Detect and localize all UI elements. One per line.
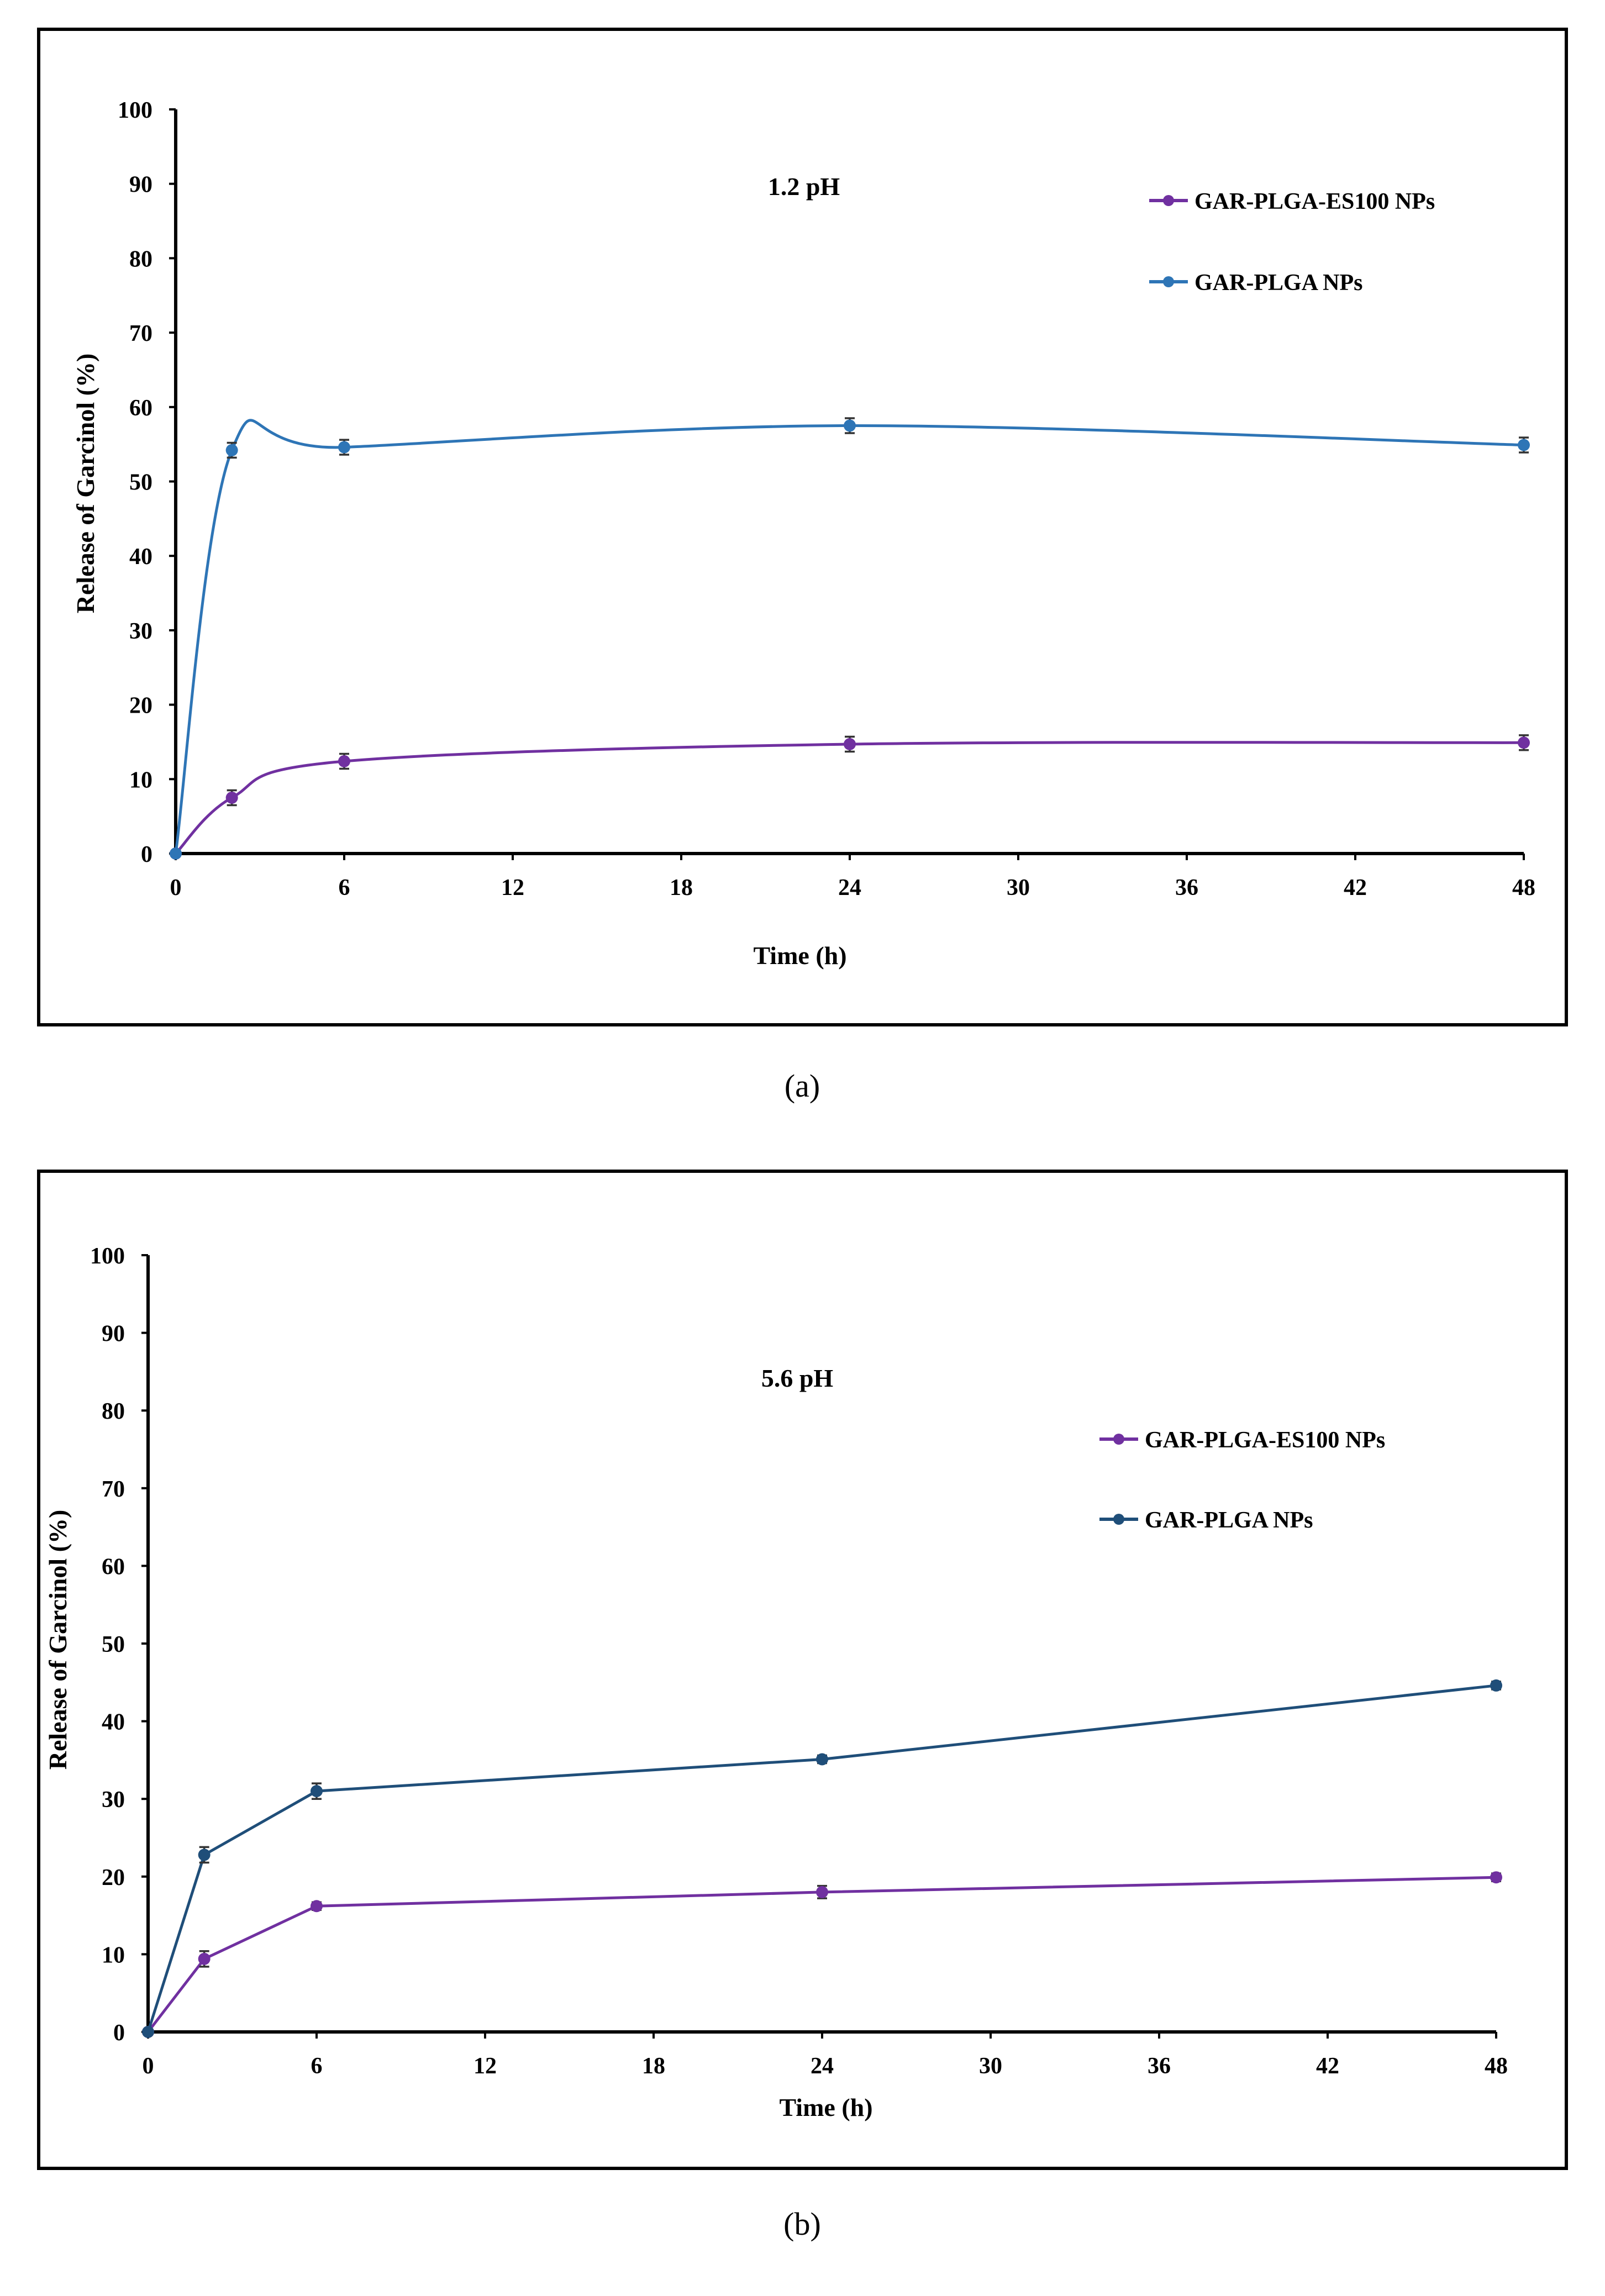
legend-marker-plga-a	[1163, 276, 1174, 287]
data-point-es100	[225, 791, 238, 804]
chart-frame-b	[37, 1170, 1568, 2170]
data-point-es100	[816, 1886, 828, 1898]
data-point-plga	[142, 2026, 154, 2038]
data-point-plga	[1518, 439, 1530, 451]
x-tick-label: 30	[979, 2053, 1002, 2079]
legend-b: GAR-PLGA-ES100 NPs GAR-PLGA NPs	[1099, 1428, 1385, 1533]
y-tick-label: 80	[102, 1399, 125, 1424]
data-point-plga	[225, 444, 238, 456]
x-tick-label: 30	[1007, 875, 1030, 901]
panel-label-b: (b)	[783, 2206, 821, 2242]
series-line-plga-a	[174, 419, 1524, 854]
legend-label-plga-a: GAR-PLGA NPs	[1194, 270, 1363, 296]
data-point-plga	[1490, 1679, 1502, 1692]
y-axis-label-b: Release of Garcinol (%)	[44, 1510, 72, 1770]
x-axis-label-a: Time (h)	[753, 941, 846, 970]
y-tick-label: 100	[118, 98, 152, 123]
y-tick-label: 40	[129, 544, 152, 570]
y-tick-label: 50	[102, 1632, 125, 1657]
legend-label-es100-b: GAR-PLGA-ES100 NPs	[1145, 1428, 1385, 1453]
x-tick-label: 18	[642, 2053, 665, 2079]
chart-panel-a: 0 10 20 30 40 50 60 70 80 90 100 0 6 12 18 24 30 36 42 48 1…	[37, 28, 1568, 1026]
data-point-plga	[311, 1785, 323, 1798]
data-point-es100	[1490, 1871, 1502, 1884]
y-tick-label: 70	[129, 321, 152, 346]
series-line-es100-a	[175, 741, 1524, 855]
y-tick-label: 30	[102, 1787, 125, 1813]
data-point-plga	[816, 1753, 828, 1766]
legend-marker-plga-b	[1113, 1514, 1124, 1525]
y-tick-label: 60	[102, 1554, 125, 1579]
y-tick-label: 90	[102, 1321, 125, 1347]
y-tick-label: 20	[129, 693, 152, 719]
legend-label-plga-b: GAR-PLGA NPs	[1145, 1508, 1313, 1533]
chart-annotation-a: 1.2 pH	[768, 172, 840, 201]
y-tick-label: 70	[102, 1477, 125, 1502]
y-tick-label: 0	[113, 2020, 125, 2046]
data-point-plga	[338, 441, 350, 454]
data-point-plga	[170, 847, 182, 860]
x-tick-label: 18	[670, 875, 693, 901]
y-tick-label: 20	[102, 1865, 125, 1890]
y-tick-label: 10	[102, 1942, 125, 1968]
legend-a: GAR-PLGA-ES100 NPs GAR-PLGA NPs	[1149, 189, 1435, 296]
y-tick-label: 90	[129, 172, 152, 198]
data-point-es100	[844, 738, 856, 750]
data-point-es100	[311, 1900, 323, 1913]
y-tick-label: 40	[102, 1710, 125, 1735]
data-point-es100	[338, 755, 350, 767]
data-point-plga	[844, 419, 856, 432]
x-tick-label: 48	[1512, 875, 1535, 901]
series-line-plga-b	[146, 1684, 1497, 2032]
y-axis-label-a: Release of Garcinol (%)	[71, 354, 99, 614]
x-tick-label: 12	[501, 875, 524, 901]
y-tick-label: 100	[90, 1244, 125, 1269]
y-tick-label: 0	[141, 842, 152, 867]
chart-annotation-b: 5.6 pH	[761, 1364, 834, 1392]
y-tick-label: 60	[129, 396, 152, 421]
x-tick-label: 6	[311, 2053, 323, 2079]
x-tick-label: 42	[1316, 2053, 1339, 2079]
series-line-es100-b	[147, 1876, 1497, 2033]
legend-label-es100-a: GAR-PLGA-ES100 NPs	[1194, 189, 1435, 214]
x-tick-label: 0	[170, 875, 182, 901]
chart-panel-b: 0 10 20 30 40 50 60 70 80 90 100 0 6 12 18 24 30 36 42 48 5…	[37, 1170, 1568, 2170]
data-point-es100	[198, 1952, 211, 1965]
x-tick-label: 24	[811, 2053, 834, 2079]
y-tick-label: 50	[129, 470, 152, 496]
y-tick-label: 80	[129, 246, 152, 272]
data-point-plga	[198, 1849, 211, 1861]
x-tick-label: 48	[1485, 2053, 1508, 2079]
x-tick-label: 42	[1344, 875, 1367, 901]
x-tick-label: 36	[1175, 875, 1198, 901]
x-tick-label: 0	[143, 2053, 154, 2079]
panel-label-a: (a)	[785, 1068, 820, 1104]
legend-marker-es100-b	[1113, 1434, 1124, 1445]
x-tick-label: 12	[473, 2053, 497, 2079]
data-point-es100	[1518, 736, 1530, 749]
y-tick-label: 30	[129, 619, 152, 644]
chart-frame-a	[37, 28, 1568, 1026]
legend-marker-es100-a	[1163, 195, 1174, 206]
x-tick-label: 6	[339, 875, 350, 901]
x-axis-label-b: Time (h)	[779, 2093, 872, 2121]
x-tick-label: 24	[838, 875, 861, 901]
x-tick-label: 36	[1148, 2053, 1171, 2079]
y-tick-label: 10	[129, 767, 152, 793]
